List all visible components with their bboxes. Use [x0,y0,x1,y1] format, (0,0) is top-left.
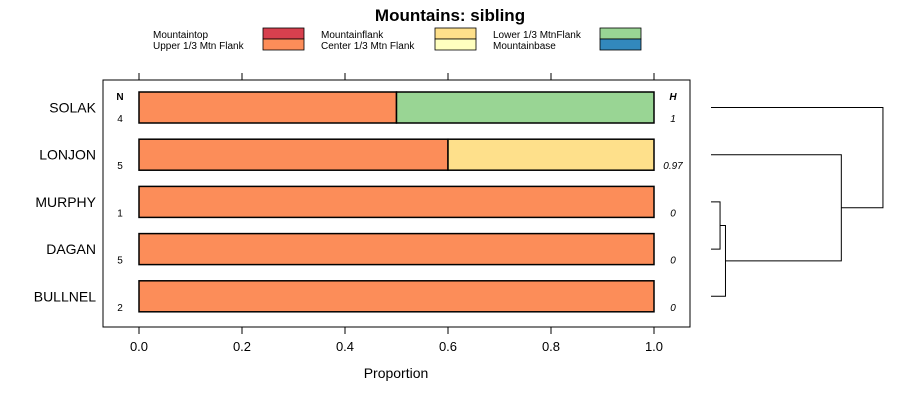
n-value: 2 [117,303,123,314]
axes: 0.0 0.2 0.4 0.6 0.8 1.0 [130,73,663,354]
x-tick-label: 0.2 [233,339,251,354]
x-tick-0-2: 0.2 [233,73,251,354]
legend-swatch [262,38,305,51]
dendrogram-link [711,107,884,209]
h-header: H [669,92,677,103]
legend-label: Mountainflank [321,30,384,41]
legend-swatch [262,27,305,40]
x-tick-0-4: 0.4 [336,73,354,354]
legend-label: Mountaintop [153,30,208,41]
bar-segment-upper-1-3-mtn-flank [138,232,655,266]
chart-title: Mountains: sibling [375,6,525,25]
bar-row-bullnel: BULLNEL 2 0 [34,280,676,314]
dendrogram-merge-2 [711,225,726,297]
x-tick-1-0: 1.0 [645,73,663,354]
bar-row-dagan: DAGAN 5 0 [46,232,676,267]
category-label: SOLAK [49,100,96,116]
dendrogram-merge-3 [711,154,842,262]
legend-item-mountainbase: Mountainbase [493,38,642,52]
bar-row-lonjon: LONJON 5 0.97 [39,138,683,172]
h-value: 0.97 [663,161,683,172]
legend-swatch [434,38,477,51]
x-tick-0-0: 0.0 [130,73,148,354]
x-tick-0-8: 0.8 [542,73,560,354]
x-tick-label: 1.0 [645,339,663,354]
legend-label: Upper 1/3 Mtn Flank [153,41,245,52]
legend-item-upper-1-3-mtn-flank: Upper 1/3 Mtn Flank [153,38,305,52]
x-tick-label: 0.0 [130,339,148,354]
bar-segment-upper-1-3-mtn-flank [138,280,655,313]
x-axis-label: Proportion [364,365,429,381]
bar-segment-upper-1-3-mtn-flank [138,91,398,124]
bar-segment-mountainflank [447,138,655,171]
category-label: LONJON [39,147,96,163]
dendrogram-link [711,201,721,250]
bar-segment-upper-1-3-mtn-flank [138,138,449,171]
legend-swatch [434,27,477,40]
h-value: 0 [670,208,676,219]
n-value: 4 [117,114,123,125]
dendrogram-link [711,225,726,297]
x-tick-label: 0.6 [439,339,457,354]
category-label: MURPHY [35,194,96,210]
h-value: 0 [670,256,676,267]
h-value: 1 [670,114,676,125]
dendrogram [711,107,884,297]
dendrogram-link [711,154,842,262]
dendrogram-merge-4 [711,107,884,209]
x-tick-label: 0.4 [336,339,354,354]
bar-row-solak: SOLAK 4 1 [49,91,676,125]
bar-segment-lower-1-3-mtnflank [395,91,655,124]
legend-swatch [599,27,642,40]
bar-row-murphy: MURPHY 1 0 [35,185,676,219]
x-tick-label: 0.8 [542,339,560,354]
legend-item-center-1-3-mtn-flank: Center 1/3 Mtn Flank [321,38,477,52]
category-label: DAGAN [46,241,96,257]
legend-label: Center 1/3 Mtn Flank [321,41,415,52]
legend-label: Mountainbase [493,41,556,52]
category-label: BULLNEL [34,288,96,304]
plot-frame [102,79,691,328]
n-header: N [116,92,123,103]
x-tick-0-6: 0.6 [439,73,457,354]
bar-segment-upper-1-3-mtn-flank [138,185,655,219]
legend-label: Lower 1/3 MtnFlank [493,30,582,41]
n-value: 1 [117,208,123,219]
n-value: 5 [117,256,123,267]
h-value: 0 [670,303,676,314]
n-value: 5 [117,161,123,172]
legend-swatch [599,38,642,51]
dendrogram-merge-1 [711,201,721,250]
